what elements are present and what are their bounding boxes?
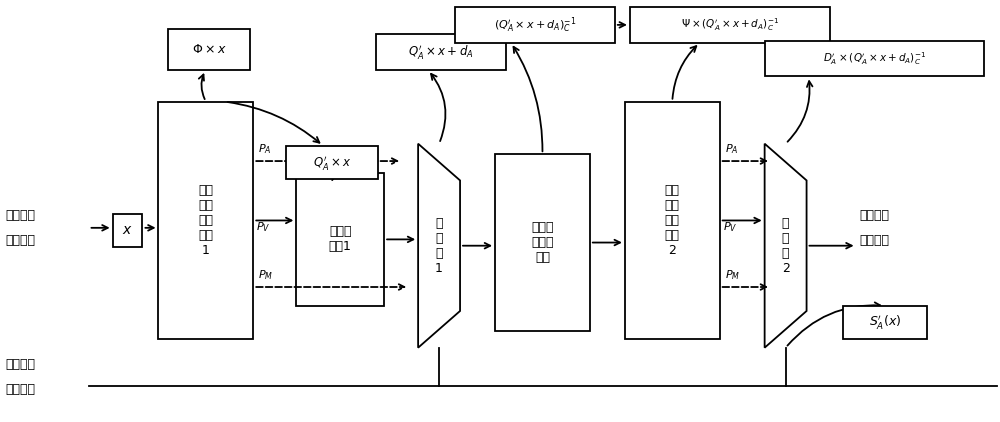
Bar — [630, 7, 830, 43]
Text: $x$: $x$ — [122, 223, 133, 237]
Bar — [843, 306, 927, 339]
Text: $P_M$: $P_M$ — [258, 268, 274, 281]
Text: 常数加
单元1: 常数加 单元1 — [329, 225, 352, 253]
Text: $P_M$: $P_M$ — [725, 268, 740, 281]
Text: $D_A^{\prime}\times(Q_A^{\prime}\times x+d_A)_C^{-1}$: $D_A^{\prime}\times(Q_A^{\prime}\times x… — [823, 50, 926, 67]
Text: 合成
矩阵
乘法
单元
2: 合成 矩阵 乘法 单元 2 — [665, 184, 680, 257]
Bar — [765, 41, 984, 76]
Polygon shape — [418, 144, 460, 348]
Text: $P_V$: $P_V$ — [256, 221, 271, 234]
Text: $\Psi\times(Q_A^{\prime}\times x+d_A)_C^{-1}$: $\Psi\times(Q_A^{\prime}\times x+d_A)_C^… — [681, 16, 779, 33]
Text: $S_A^{\prime}(x)$: $S_A^{\prime}(x)$ — [869, 314, 901, 331]
Bar — [625, 102, 720, 339]
Text: 输入端口: 输入端口 — [6, 234, 36, 247]
Bar — [495, 154, 590, 331]
Text: $(Q_A^{\prime}\times x+d_A)_C^{-1}$: $(Q_A^{\prime}\times x+d_A)_C^{-1}$ — [494, 15, 576, 35]
Text: 字节数据: 字节数据 — [6, 209, 36, 222]
Text: 复合域
乘法逆
单元: 复合域 乘法逆 单元 — [531, 221, 554, 264]
Text: $P_A$: $P_A$ — [725, 142, 738, 156]
Text: 合成
矩阵
乘法
单元
1: 合成 矩阵 乘法 单元 1 — [198, 184, 213, 257]
Text: 选
择
器
1: 选 择 器 1 — [435, 217, 443, 275]
Text: 输入端口: 输入端口 — [6, 383, 36, 396]
Bar — [455, 7, 615, 43]
Text: 选
择
器
2: 选 择 器 2 — [782, 217, 790, 275]
Bar — [376, 34, 506, 70]
Text: 字节数据: 字节数据 — [860, 209, 890, 222]
Text: $Q_A^{\prime}\times x$: $Q_A^{\prime}\times x$ — [313, 154, 352, 172]
Bar — [168, 29, 250, 70]
Text: $P_V$: $P_V$ — [723, 221, 737, 234]
Bar — [286, 146, 378, 179]
Text: $Q_A^{\prime}\times x+d_A$: $Q_A^{\prime}\times x+d_A$ — [408, 43, 474, 61]
Text: $P_A$: $P_A$ — [258, 142, 272, 156]
Text: 控制信号: 控制信号 — [6, 358, 36, 371]
Bar — [113, 214, 142, 247]
Text: $\Phi\times x$: $\Phi\times x$ — [192, 43, 227, 56]
Bar — [296, 173, 384, 306]
Text: 输出端口: 输出端口 — [860, 234, 890, 247]
Bar — [158, 102, 253, 339]
Polygon shape — [765, 144, 807, 348]
